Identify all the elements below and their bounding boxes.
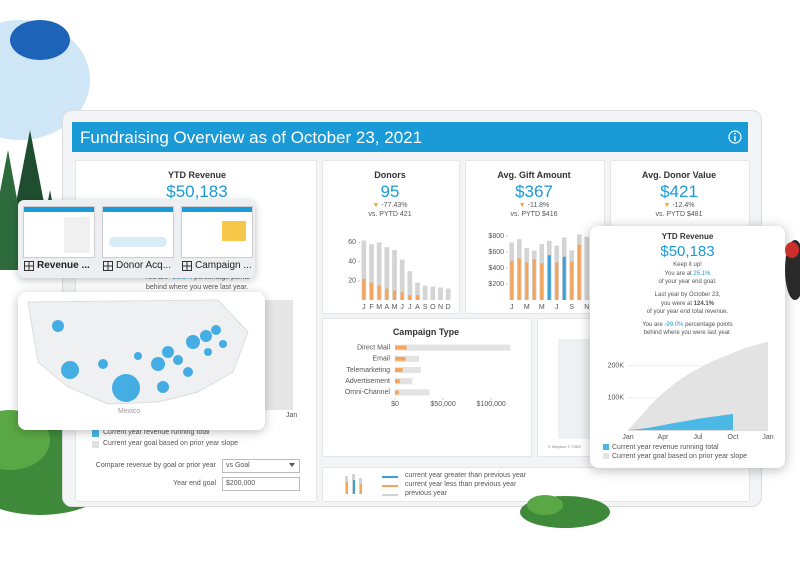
text-input[interactable]: $200,000 (222, 477, 300, 491)
text: you were at (660, 301, 692, 307)
map-attribution: © Mapbox © OSM (548, 444, 581, 449)
legend-line (382, 476, 398, 478)
popup-title: YTD Revenue (661, 232, 714, 241)
tab-label[interactable]: Donor Acq... (116, 260, 172, 271)
kpi-title: Avg. Gift Amount (497, 170, 571, 180)
legend-icon (345, 474, 362, 494)
text: You are (642, 322, 663, 328)
dropdown-arrow (289, 463, 295, 467)
kpi-card (322, 160, 460, 314)
tab-thumbnail[interactable] (181, 206, 253, 258)
tab-icon (103, 261, 113, 271)
x-tick-label: Jan (286, 412, 298, 419)
kpi-value: $50,183 (166, 182, 228, 201)
legend-line (382, 494, 398, 496)
ytd-popup: YTD Revenue $50,183 Keep it up! You are … (590, 226, 785, 468)
kpi-prior: vs. PYTD $481 (655, 211, 703, 218)
popup-text: Keep it up! (673, 262, 702, 268)
legend-label: current year greater than previous year (405, 472, 527, 479)
dashboard-title: Fundraising Overview as of October 23, 2… (80, 128, 423, 147)
popup-value: $50,183 (660, 243, 715, 260)
kpi-prior: vs. PYTD 421 (368, 211, 412, 218)
header-bar: Fundraising Overview as of October 23, 2… (72, 122, 748, 152)
value: -99.0% (664, 322, 684, 328)
chart-title: Campaign Type (392, 327, 460, 337)
legend-label: current year less than previous year (405, 481, 517, 488)
text: percentage points (685, 322, 733, 328)
tab-strip: Revenue ... Donor Acq... Campaign ... (18, 200, 255, 278)
kpi-title: Donors (374, 170, 406, 180)
control-label: Year end goal (173, 480, 216, 487)
text: You are at (664, 271, 692, 277)
kpi-value: $367 (515, 182, 553, 201)
legend-swatch (92, 441, 99, 448)
kpi-value: $421 (660, 182, 698, 201)
popup-text: Last year by October 23, (654, 292, 721, 298)
tab-thumbnail[interactable] (102, 206, 174, 258)
kpi-prior: vs. PYTD $416 (510, 211, 558, 218)
legend-line (382, 485, 398, 487)
campaign-card (322, 318, 532, 457)
kpi-change: ▼ -12.4% (663, 202, 695, 209)
popup-text: You are -99.0% percentage points (590, 322, 785, 328)
tab-label[interactable]: Campaign ... (195, 260, 252, 271)
ytd-note: behind where you were last year. (145, 284, 249, 291)
tab-thumbnail[interactable] (23, 206, 95, 258)
value: 124.1% (693, 301, 715, 307)
popup-text: of your year end goal. (658, 279, 717, 285)
tab-icon (24, 261, 34, 271)
popup-text: behind where you were last year. (643, 330, 732, 336)
map-popup: Mexico (18, 292, 265, 430)
map-label: Mexico (118, 408, 141, 415)
legend-label: previous year (405, 490, 448, 497)
dropdown[interactable]: vs Goal (222, 459, 300, 473)
legend-label: Current year revenue running total (103, 429, 210, 436)
info-icon[interactable] (728, 130, 742, 144)
change-value: -12.4% (672, 202, 695, 209)
kpi-change: ▼ -77.43% (372, 202, 408, 209)
dropdown-value: vs Goal (226, 462, 250, 469)
value: 25.1% (693, 271, 711, 277)
tab-icon (182, 261, 192, 271)
popup-text: you were at 124.1% (590, 301, 785, 307)
legend-swatch (92, 430, 99, 437)
kpi-value: 95 (380, 182, 400, 201)
kpi-change: ▼ -11.8% (518, 202, 550, 209)
map-art (27, 299, 249, 405)
tab-label[interactable]: Revenue ... (37, 260, 90, 271)
popup-text: of your year end total revenue. (646, 309, 729, 315)
control-label: Compare revenue by goal or prior year (95, 462, 216, 469)
legend-label: Current year goal based on prior year sl… (103, 440, 239, 447)
input-value: $200,000 (226, 480, 256, 487)
change-value: -77.43% (381, 202, 408, 209)
kpi-title: YTD Revenue (167, 170, 227, 180)
change-value: -11.8% (527, 202, 550, 209)
popup-text: You are at 25.1% (590, 271, 785, 277)
kpi-title: Avg. Donor Value (641, 170, 717, 180)
